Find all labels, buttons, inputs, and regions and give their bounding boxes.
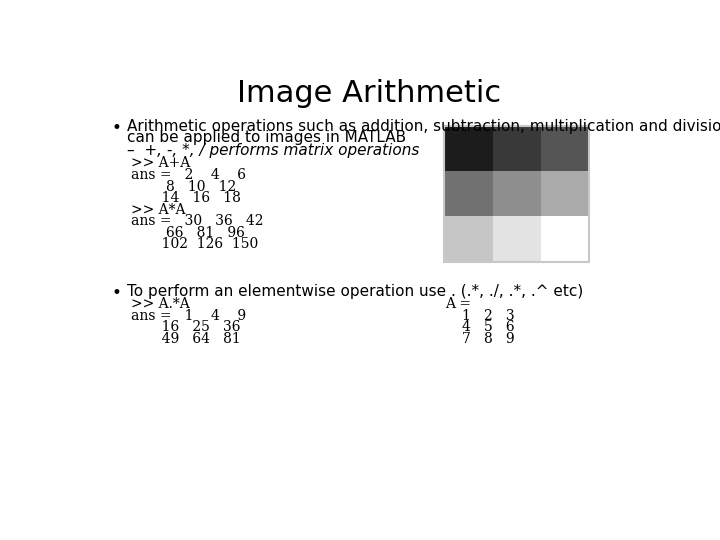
Bar <box>445 171 492 216</box>
Text: ans =   30   36   42: ans = 30 36 42 <box>131 214 264 228</box>
Bar <box>541 171 588 216</box>
Bar <box>541 126 588 171</box>
Text: ans =   2    4    6: ans = 2 4 6 <box>131 168 246 182</box>
Text: 49   64   81: 49 64 81 <box>131 332 240 346</box>
Bar <box>445 126 492 171</box>
Text: –  +, -, *, / performs matrix operations: – +, -, *, / performs matrix operations <box>127 143 420 158</box>
Text: To perform an elementwise operation use . (.*, ./, .*, .^ etc): To perform an elementwise operation use … <box>127 284 583 299</box>
Text: >> A.*A: >> A.*A <box>131 298 190 312</box>
Text: 1   2   3: 1 2 3 <box>462 309 515 323</box>
Text: Arithmetic operations such as addition, subtraction, multiplication and division: Arithmetic operations such as addition, … <box>127 119 720 134</box>
Text: A =: A = <box>445 298 471 312</box>
Text: 14   16   18: 14 16 18 <box>131 191 241 205</box>
Text: 66   81   96: 66 81 96 <box>131 226 245 240</box>
Text: 4   5   6: 4 5 6 <box>462 320 515 334</box>
Text: >> A+A: >> A+A <box>131 157 190 171</box>
Text: 8   10   12: 8 10 12 <box>131 179 236 193</box>
Bar <box>492 216 541 261</box>
Text: •: • <box>112 119 122 137</box>
Text: 7   8   9: 7 8 9 <box>462 332 515 346</box>
Text: >> A*A: >> A*A <box>131 202 186 217</box>
Text: •: • <box>112 284 122 302</box>
Bar <box>492 171 541 216</box>
Bar <box>444 126 589 262</box>
Text: 16   25   36: 16 25 36 <box>131 320 240 334</box>
Text: 102  126  150: 102 126 150 <box>131 237 258 251</box>
Bar <box>492 126 541 171</box>
Text: Image Arithmetic: Image Arithmetic <box>237 79 501 107</box>
Bar <box>541 216 588 261</box>
Text: can be applied to images in MATLAB: can be applied to images in MATLAB <box>127 130 406 145</box>
Text: ans =   1    4    9: ans = 1 4 9 <box>131 309 246 323</box>
Bar <box>445 216 492 261</box>
